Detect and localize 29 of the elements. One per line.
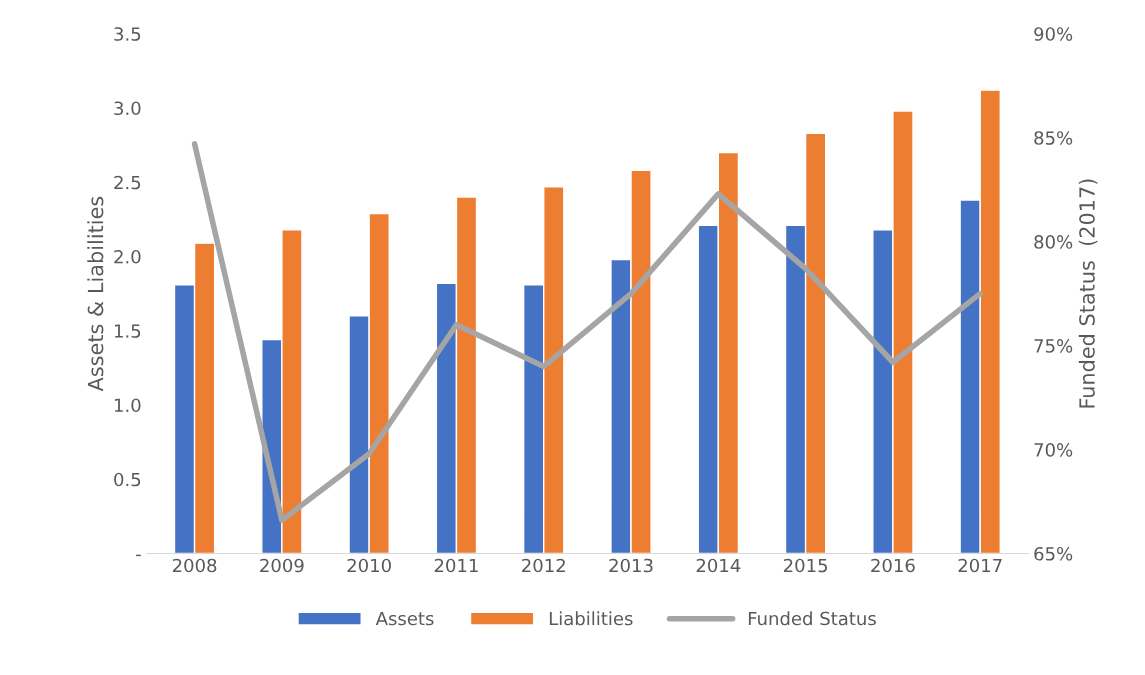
x-tick-label: 2012 xyxy=(522,558,565,573)
x-tick-label: 2011 xyxy=(434,558,478,573)
x-tick-label: 2017 xyxy=(958,558,1002,573)
y-tick-label: 1.0 xyxy=(114,398,141,413)
y-tick-label: 2.5 xyxy=(114,175,141,190)
x-tick-label: 2013 xyxy=(609,558,653,573)
y-tick-label: - xyxy=(136,554,141,557)
legend-label: Funded Status xyxy=(748,611,876,626)
y2-tick-label: 70% xyxy=(1034,443,1073,457)
y2-tick-label: 90% xyxy=(1034,27,1073,41)
x-tick-label: 2010 xyxy=(347,558,391,573)
y-tick-label: 1.5 xyxy=(114,324,141,338)
y2-axis-title: Funded Status (2017) xyxy=(1078,179,1098,408)
legend-label: Liabilities xyxy=(549,611,633,626)
y2-tick-label: 85% xyxy=(1034,131,1073,145)
y2-tick-label: 65% xyxy=(1034,546,1073,561)
y-axis-title: Assets & Liabilities xyxy=(87,196,104,392)
x-tick-label: 2014 xyxy=(696,558,741,573)
x-tick-label: 2015 xyxy=(783,558,828,573)
legend-label: Assets xyxy=(375,611,434,626)
y-tick-label: 3.5 xyxy=(114,27,141,41)
y2-tick-label: 75% xyxy=(1034,339,1073,353)
y-tick-label: 2.0 xyxy=(114,249,141,264)
y2-tick-label: 80% xyxy=(1034,235,1073,249)
x-tick-label: 2008 xyxy=(172,558,217,573)
x-tick-label: 2016 xyxy=(871,558,915,573)
y-tick-label: 3.0 xyxy=(114,101,141,116)
y-tick-label: 0.5 xyxy=(114,472,141,487)
x-tick-label: 2009 xyxy=(260,558,304,573)
